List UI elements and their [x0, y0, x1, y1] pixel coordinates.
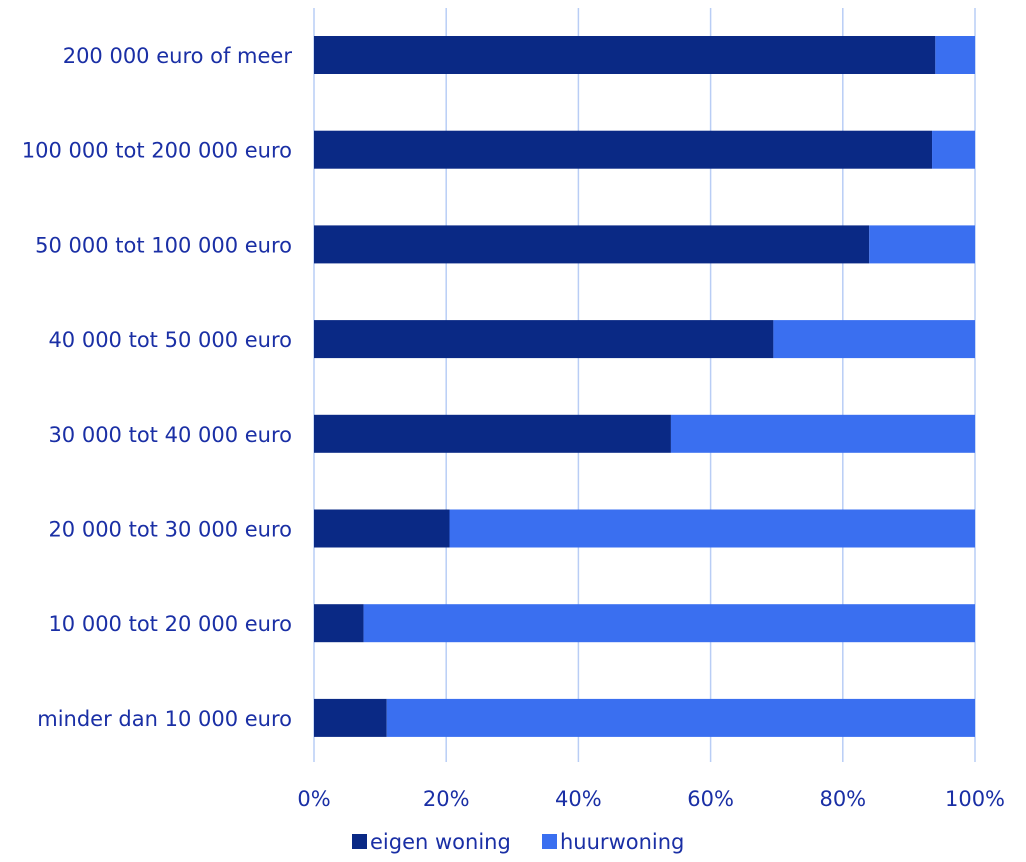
x-tick-label: 60%: [687, 787, 734, 811]
bar-segment-huurwoning: [935, 36, 975, 74]
bar-segment-huurwoning: [363, 604, 975, 643]
bars: [314, 36, 976, 737]
bar-segment-huurwoning: [932, 130, 975, 169]
legend[interactable]: eigen woning huurwoning: [352, 830, 684, 854]
category-label: minder dan 10 000 euro: [37, 707, 292, 731]
category-label: 200 000 euro of meer: [63, 44, 293, 68]
bar-segment-eigen-woning: [314, 130, 933, 169]
category-label: 20 000 tot 30 000 euro: [48, 518, 292, 542]
bar-segment-huurwoning: [670, 414, 975, 453]
legend-swatch: [542, 834, 557, 849]
bar-segment-eigen-woning: [314, 414, 671, 453]
bar-segment-huurwoning: [449, 509, 975, 548]
x-tick-label: 20%: [423, 787, 470, 811]
legend-item-huurwoning[interactable]: huurwoning: [542, 830, 684, 854]
bar-segment-huurwoning: [869, 225, 975, 264]
category-label: 50 000 tot 100 000 euro: [35, 233, 292, 257]
bar-segment-eigen-woning: [314, 698, 387, 737]
x-tick-label: 40%: [555, 787, 602, 811]
x-tick-labels: 0% 20% 40% 60% 80% 100%: [297, 787, 1005, 811]
x-tick-label: 100%: [945, 787, 1005, 811]
bar-segment-eigen-woning: [314, 225, 870, 264]
category-label: 40 000 tot 50 000 euro: [48, 328, 292, 352]
legend-label: huurwoning: [560, 830, 684, 854]
legend-swatch: [352, 834, 367, 849]
category-label: 30 000 tot 40 000 euro: [48, 423, 292, 447]
bar-segment-eigen-woning: [314, 36, 936, 74]
category-label: 100 000 tot 200 000 euro: [22, 139, 292, 163]
x-tick-label: 80%: [819, 787, 866, 811]
bar-segment-huurwoning: [386, 698, 976, 737]
legend-item-eigen-woning[interactable]: eigen woning: [352, 830, 511, 854]
category-label: 10 000 tot 20 000 euro: [48, 612, 292, 636]
bar-segment-eigen-woning: [314, 509, 450, 548]
category-labels: 200 000 euro of meer 100 000 tot 200 000 …: [22, 44, 293, 731]
legend-label: eigen woning: [370, 830, 511, 854]
bar-segment-huurwoning: [773, 320, 975, 359]
gridlines: [313, 8, 976, 762]
bar-segment-eigen-woning: [314, 320, 774, 359]
x-tick-label: 0%: [297, 787, 330, 811]
bar-segment-eigen-woning: [314, 604, 364, 643]
